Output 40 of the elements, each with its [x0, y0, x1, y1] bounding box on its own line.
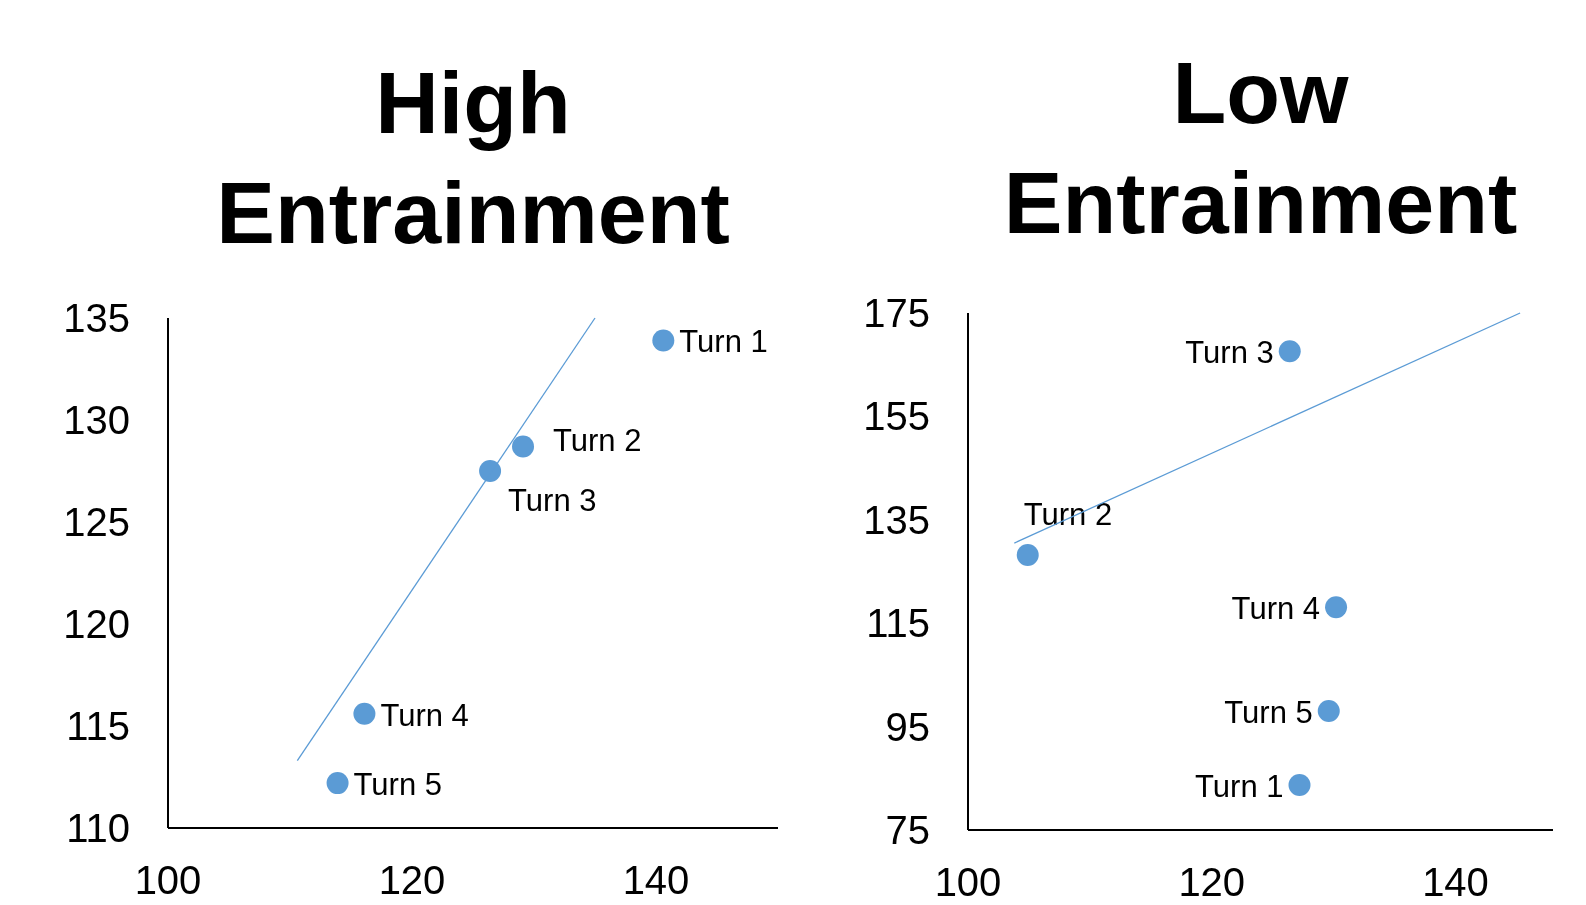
chart-title: High Entrainment: [216, 53, 730, 262]
data-label: Turn 2: [1023, 496, 1113, 532]
y-tick-label: 115: [866, 601, 930, 646]
y-tick-label: 155: [863, 394, 930, 439]
point: [479, 460, 502, 482]
y-tick-label: 125: [63, 500, 130, 544]
y-tick-label: 120: [63, 602, 130, 646]
data-label: Turn 5: [1224, 695, 1313, 731]
y-tick-label: 175: [863, 291, 930, 335]
x-tick-label: 100: [934, 860, 1002, 904]
data-label: Turn 3: [1185, 335, 1274, 371]
point: [326, 772, 349, 795]
y-tick-label: 130: [63, 398, 130, 442]
data-label: Turn 2: [553, 422, 642, 458]
point: [1317, 700, 1340, 723]
x-tick-label: 120: [1178, 860, 1246, 904]
y-tick-label: 110: [66, 806, 130, 850]
point: [512, 435, 535, 458]
data-label: Turn 5: [353, 767, 443, 803]
point: [353, 702, 376, 725]
x-tick-label: 140: [1422, 860, 1489, 904]
data-label: Turn 4: [380, 697, 469, 733]
y-tick-label: 135: [863, 497, 930, 542]
x-tick-label: 140: [622, 858, 690, 902]
data-label: Turn 4: [1231, 591, 1321, 627]
y-tick-label: 135: [63, 296, 130, 340]
point: [1288, 774, 1311, 797]
point: [1325, 596, 1348, 619]
chart-title: Low Entrainment: [1003, 43, 1518, 252]
data-label: Turn 1: [679, 324, 768, 360]
point: [1016, 543, 1039, 566]
point: [1278, 340, 1301, 363]
y-tick-label: 95: [885, 704, 930, 749]
y-tick-label: 115: [66, 704, 130, 748]
y-tick-label: 75: [885, 808, 930, 852]
data-label: Turn 1: [1195, 769, 1284, 805]
data-label: Turn 3: [508, 483, 597, 518]
point: [652, 329, 675, 352]
x-tick-label: 120: [378, 858, 446, 902]
x-tick-label: 100: [134, 858, 202, 902]
